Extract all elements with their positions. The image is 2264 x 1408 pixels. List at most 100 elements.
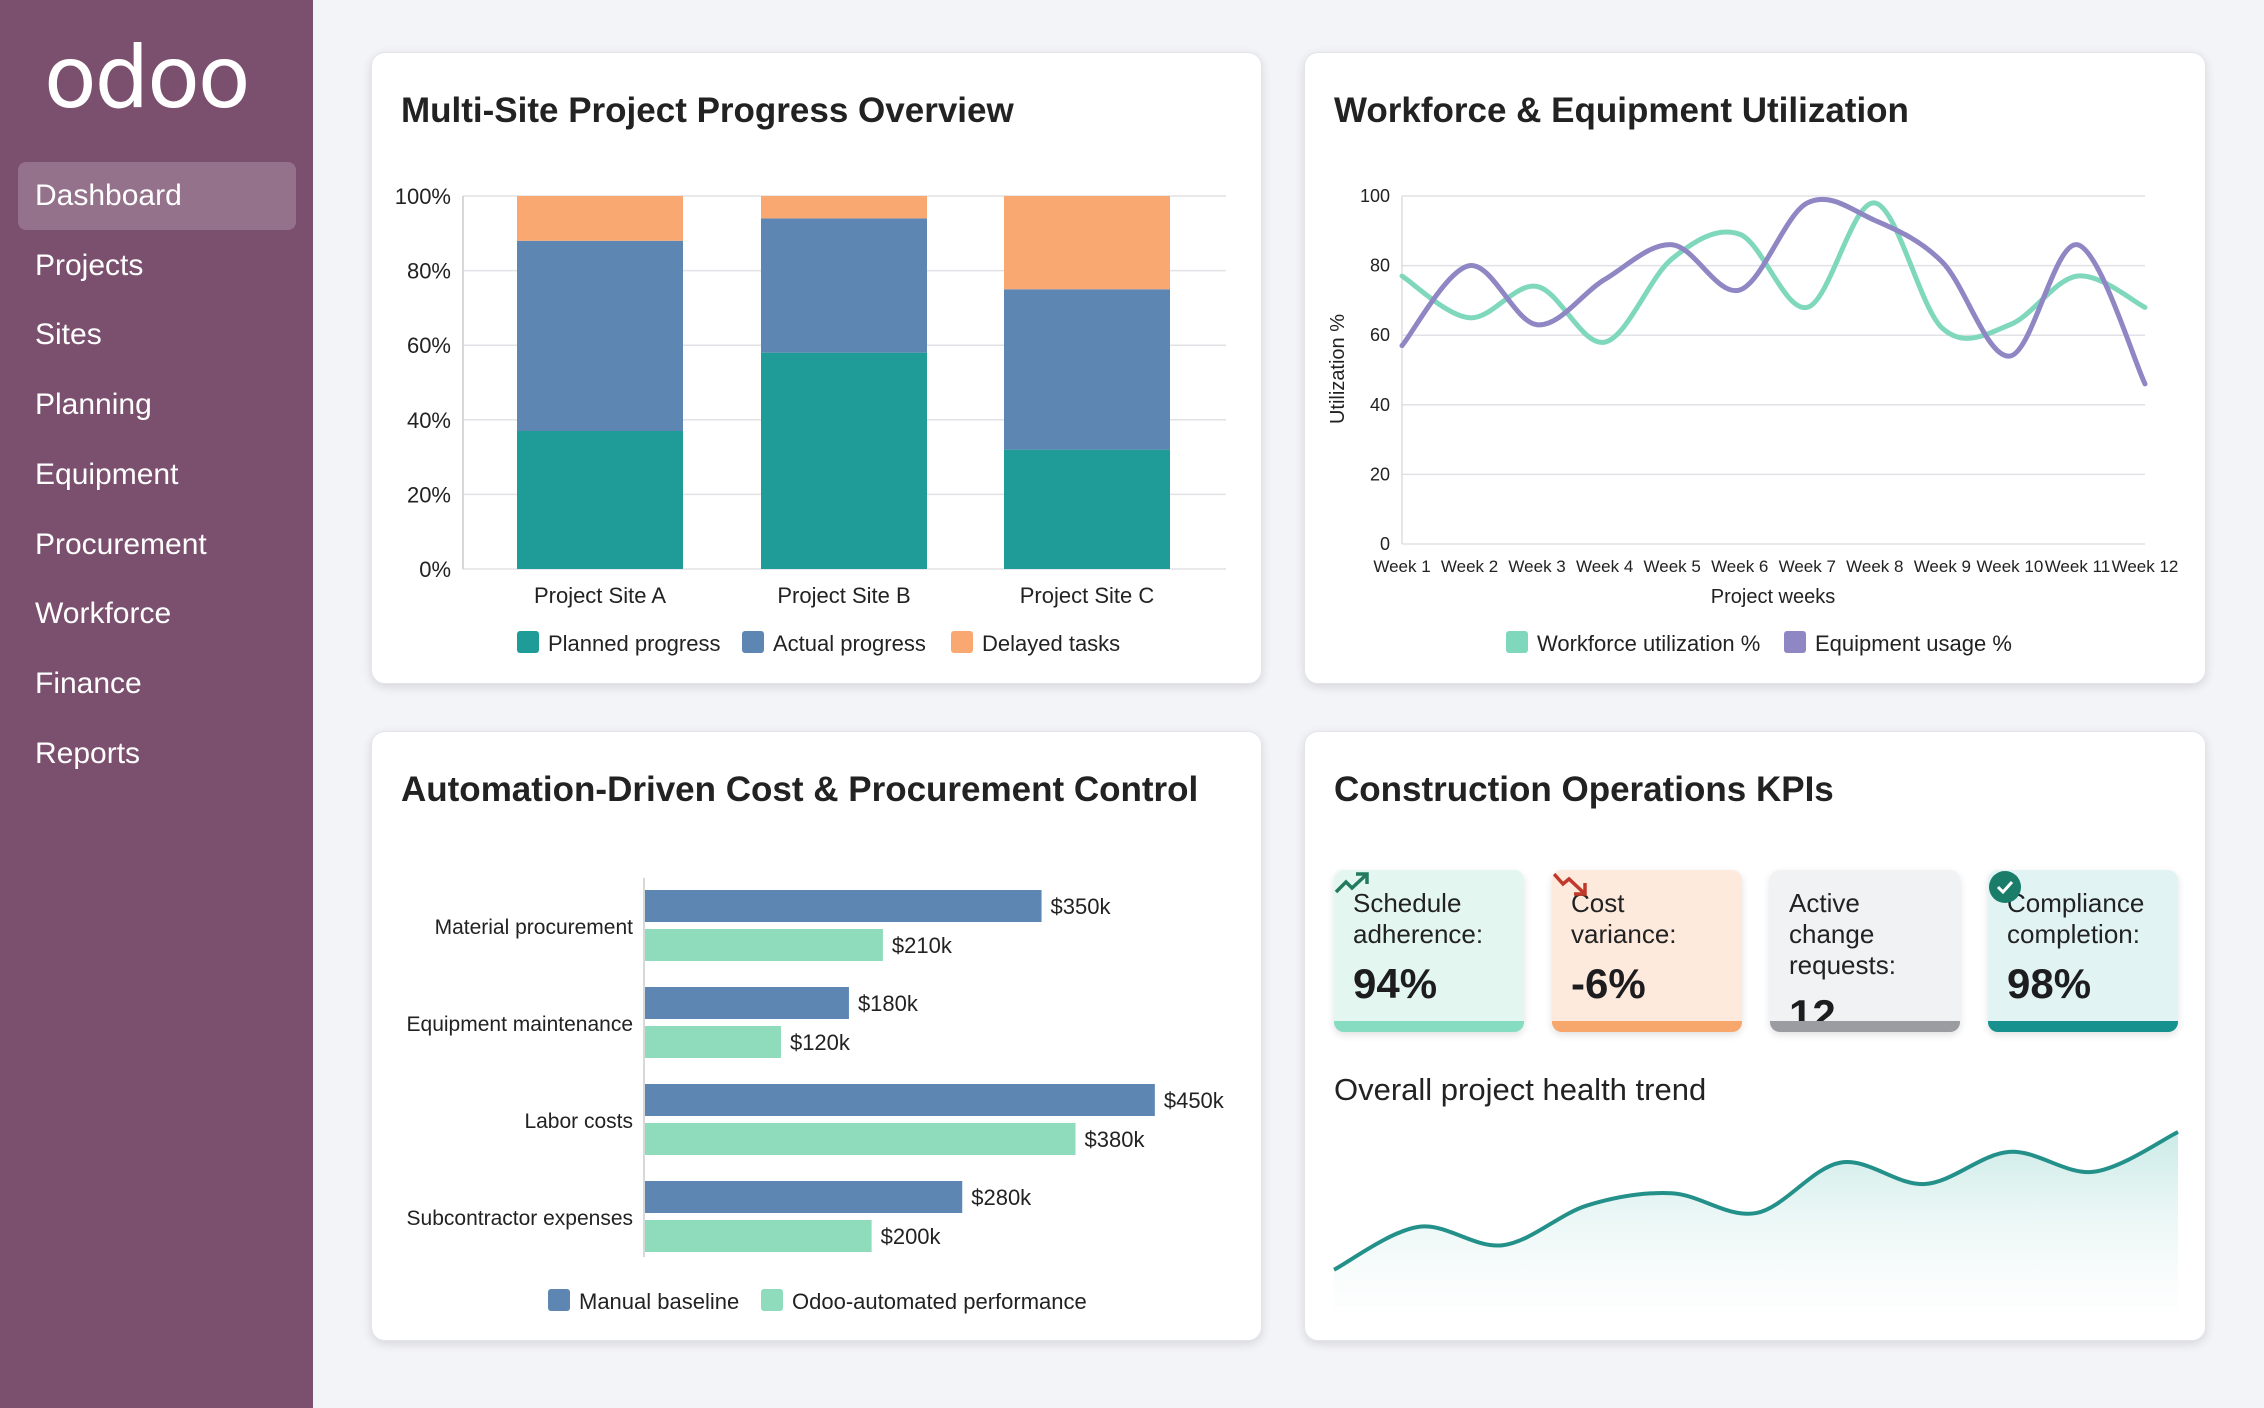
category-label: Equipment maintenance [407, 1013, 633, 1036]
sidebar: odoo Dashboard Projects Sites Planning Equip… [0, 0, 313, 1408]
bar-value-label: $180k [858, 991, 919, 1016]
bar-value-label: $200k [881, 1224, 942, 1249]
bar-planned-progress[interactable] [761, 352, 927, 569]
bar-value-label: $450k [1164, 1088, 1225, 1113]
kpi-accent-bar [1770, 1021, 1960, 1032]
bar-manual[interactable] [645, 987, 849, 1019]
legend-label: Actual progress [773, 631, 926, 656]
sidebar-item-workforce[interactable]: Workforce [35, 597, 172, 631]
trend-down-icon [1552, 872, 1587, 896]
y-tick-label: 80% [407, 259, 451, 284]
odoo-logo[interactable]: odoo [44, 28, 250, 128]
kpi-label: Active change requests: [1789, 888, 1896, 980]
bar-odoo[interactable] [645, 1123, 1076, 1155]
legend-label: Equipment usage % [1815, 631, 2012, 656]
bar-delayed-tasks[interactable] [761, 196, 927, 219]
bar-actual-progress[interactable] [1004, 289, 1170, 450]
sidebar-item-reports[interactable]: Reports [35, 736, 141, 770]
bar-planned-progress[interactable] [1004, 449, 1170, 569]
sidebar-item-finance[interactable]: Finance [35, 666, 142, 700]
bar-planned-progress[interactable] [517, 430, 683, 569]
kpi-tile[interactable]: Cost variance: -6% [1552, 870, 1742, 1032]
bar-delayed-tasks[interactable] [517, 196, 683, 241]
kpi-value: 94% [1334, 872, 1505, 1008]
category-label: Subcontractor expenses [407, 1207, 633, 1230]
trend-up-icon [1334, 872, 1369, 894]
y-tick-label: 0 [1380, 534, 1390, 554]
x-tick-label: Project Site A [534, 583, 666, 608]
utilization-card: Workforce & Equipment Utilization 0 20 40 6… [1304, 52, 2206, 684]
legend-swatch [951, 631, 973, 653]
y-tick-label: 100 [1360, 186, 1390, 206]
legend-label: Odoo-automated performance [792, 1289, 1087, 1314]
x-tick-label: Week 11 [2045, 557, 2111, 576]
sidebar-item-equipment[interactable]: Equipment [35, 457, 179, 491]
x-tick-label: Week 12 [2112, 557, 2179, 576]
y-tick-label: 20 [1370, 464, 1390, 484]
legend-label: Workforce utilization % [1537, 631, 1760, 656]
x-tick-label: Week 8 [1846, 557, 1903, 576]
sidebar-item-sites[interactable]: Sites [35, 318, 102, 352]
legend-swatch [761, 1289, 783, 1311]
y-axis-label: Utilization % [1327, 314, 1349, 424]
x-tick-label: Project Site B [777, 583, 910, 608]
sidebar-item-projects[interactable]: Projects [35, 248, 144, 282]
card-title: Multi-Site Project Progress Overview [401, 91, 1014, 130]
legend-swatch [742, 631, 764, 653]
bar-value-label: $120k [790, 1030, 851, 1055]
bar-actual-progress[interactable] [517, 240, 683, 431]
bar-manual[interactable] [645, 1084, 1155, 1116]
bar-manual[interactable] [645, 890, 1042, 922]
x-tick-label: Week 9 [1914, 557, 1971, 576]
y-tick-label: 60 [1370, 325, 1390, 345]
card-title: Automation-Driven Cost & Procurement Con… [401, 770, 1199, 809]
bar-delayed-tasks[interactable] [1004, 196, 1170, 290]
cost-control-card: Automation-Driven Cost & Procurement Con… [371, 731, 1262, 1341]
legend-label: Delayed tasks [982, 631, 1120, 656]
y-tick-label: 80 [1370, 256, 1390, 276]
x-tick-label: Week 1 [1373, 557, 1430, 576]
x-tick-label: Project Site C [1020, 583, 1155, 608]
bar-value-label: $210k [892, 933, 953, 958]
x-tick-label: Week 3 [1508, 557, 1565, 576]
legend-swatch [1506, 631, 1528, 653]
kpi-tile[interactable]: Compliance completion: 98% [1988, 870, 2178, 1032]
bar-actual-progress[interactable] [761, 218, 927, 353]
kpi-tile[interactable]: Schedule adherence: 94% [1334, 870, 1524, 1032]
x-tick-label: Week 4 [1576, 557, 1633, 576]
bar-odoo[interactable] [645, 929, 883, 961]
bar-value-label: $380k [1085, 1127, 1146, 1152]
y-tick-label: 40 [1370, 395, 1390, 415]
legend-swatch [517, 631, 539, 653]
y-tick-label: 40% [407, 408, 451, 433]
y-tick-label: 0% [419, 557, 451, 582]
kpi-accent-bar [1552, 1021, 1742, 1032]
sidebar-item-dashboard[interactable]: Dashboard [18, 162, 296, 230]
card-title: Construction Operations KPIs [1334, 770, 1834, 809]
kpi-card: Construction Operations KPIs Schedule adh… [1304, 731, 2206, 1341]
x-tick-label: Week 2 [1441, 557, 1498, 576]
x-tick-label: Week 10 [1977, 557, 2044, 576]
kpi-accent-bar [1334, 1021, 1524, 1032]
legend-swatch [1784, 631, 1806, 653]
bar-odoo[interactable] [645, 1026, 781, 1058]
sidebar-item-procurement[interactable]: Procurement [35, 527, 207, 561]
sidebar-item-planning[interactable]: Planning [35, 388, 152, 422]
health-trend-chart [1333, 1130, 2179, 1307]
kpi-value: -6% [1552, 872, 1723, 1008]
y-tick-label: 100% [395, 184, 451, 209]
kpi-tile[interactable]: Active change requests: 12 [1770, 870, 1960, 1032]
y-tick-label: 20% [407, 482, 451, 507]
kpi-label: Compliance completion: [2007, 888, 2145, 949]
bar-manual[interactable] [645, 1181, 963, 1213]
series-line-equipment[interactable] [1399, 196, 2148, 387]
bar-value-label: $280k [971, 1185, 1032, 1210]
check-circle-icon [1989, 871, 2021, 903]
legend-swatch [548, 1289, 570, 1311]
project-progress-card: Multi-Site Project Progress Overview 0% 2… [371, 52, 1262, 684]
bar-odoo[interactable] [645, 1220, 872, 1252]
category-label: Labor costs [524, 1110, 633, 1133]
y-tick-label: 60% [407, 333, 451, 358]
trend-line[interactable] [1333, 1130, 2179, 1272]
kpi-value: 98% [1989, 871, 2159, 1008]
